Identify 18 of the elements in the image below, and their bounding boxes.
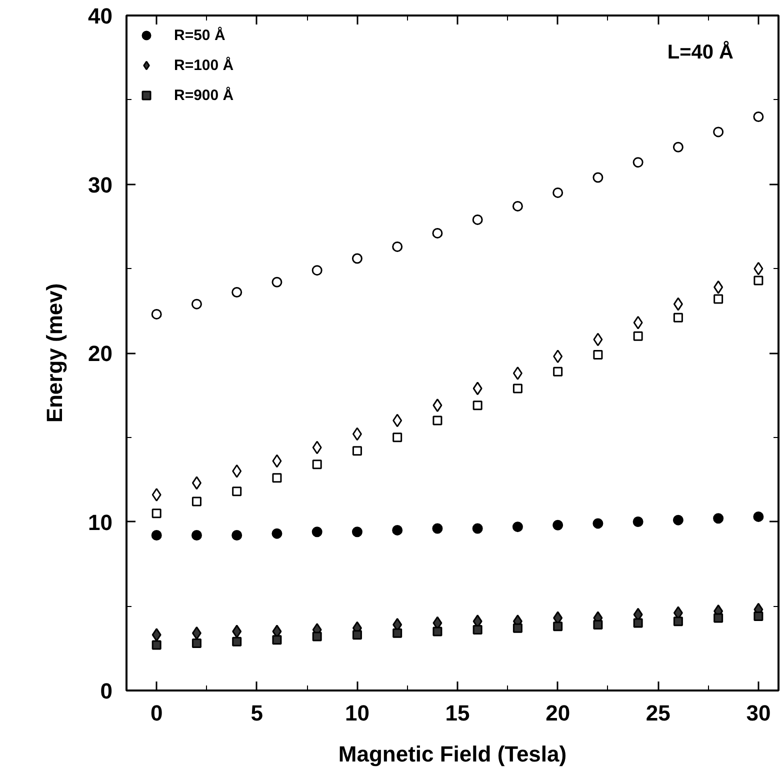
x-tick-label: 5: [250, 700, 264, 726]
x-tick-label: 15: [445, 700, 470, 726]
y-tick-label: 0: [100, 678, 113, 704]
x-tick-label: 25: [646, 700, 670, 726]
legend-label: R=900 Å: [174, 86, 234, 104]
legend-label: R=100 Å: [174, 56, 234, 74]
y-tick-label: 30: [88, 172, 113, 198]
y-axis-title: Energy (mev): [42, 283, 68, 423]
y-tick-label: 40: [88, 4, 113, 28]
y-tick-label: 10: [88, 510, 113, 535]
x-axis-title: Magnetic Field (Tesla): [338, 742, 567, 766]
x-tick-label: 10: [344, 700, 370, 726]
x-tick-label: 20: [546, 700, 570, 726]
legend-label: R=50 Å: [174, 26, 226, 44]
annotation: L=40 Å: [667, 40, 734, 64]
y-tick-label: 20: [88, 341, 113, 366]
x-tick-label: 0: [150, 700, 163, 726]
x-tick-label: 30: [746, 700, 771, 726]
